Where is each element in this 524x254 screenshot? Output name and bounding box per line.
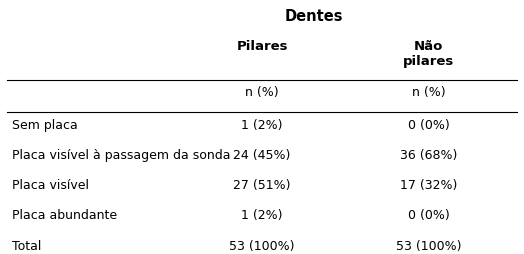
Text: n (%): n (%)	[412, 86, 445, 99]
Text: 36 (68%): 36 (68%)	[400, 149, 457, 162]
Text: Pilares: Pilares	[236, 40, 288, 53]
Text: Sem placa: Sem placa	[12, 119, 78, 132]
Text: 27 (51%): 27 (51%)	[233, 179, 291, 192]
Text: Total: Total	[12, 240, 41, 252]
Text: Placa abundante: Placa abundante	[12, 209, 117, 222]
Text: 53 (100%): 53 (100%)	[230, 240, 294, 252]
Text: 24 (45%): 24 (45%)	[233, 149, 291, 162]
Text: 0 (0%): 0 (0%)	[408, 209, 450, 222]
Text: n (%): n (%)	[245, 86, 279, 99]
Text: Placa visível: Placa visível	[12, 179, 89, 192]
Text: 0 (0%): 0 (0%)	[408, 119, 450, 132]
Text: Não
pilares: Não pilares	[403, 40, 454, 68]
Text: 53 (100%): 53 (100%)	[396, 240, 462, 252]
Text: 1 (2%): 1 (2%)	[241, 119, 283, 132]
Text: Placa visível à passagem da sonda: Placa visível à passagem da sonda	[12, 149, 231, 162]
Text: Dentes: Dentes	[285, 9, 343, 24]
Text: 1 (2%): 1 (2%)	[241, 209, 283, 222]
Text: 17 (32%): 17 (32%)	[400, 179, 457, 192]
